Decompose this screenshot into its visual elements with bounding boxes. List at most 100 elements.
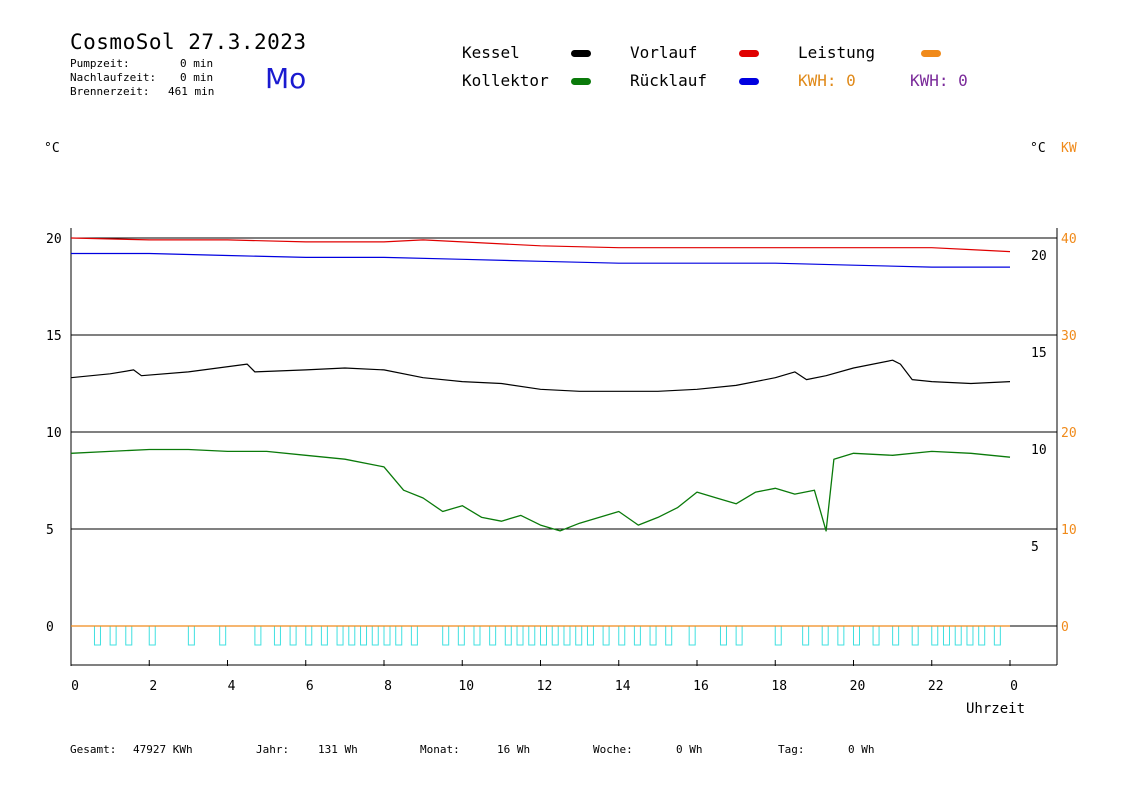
y-tick-left: 15 — [46, 329, 62, 344]
footer-jahr-label: Jahr: — [256, 743, 290, 756]
y-tick-right-kw: 0 — [1061, 620, 1069, 635]
stat-value-brennerzeit: 461 min — [168, 85, 215, 98]
weekday-label: Mo — [265, 62, 307, 95]
pump-pulse — [348, 626, 356, 646]
pump-pulse — [305, 626, 313, 646]
pump-pulse — [125, 626, 133, 646]
pump-pulse — [289, 626, 297, 646]
stat-value-nachlaufzeit: 0 min — [180, 71, 214, 84]
pump-pulse — [371, 626, 379, 646]
legend-kollektor-swatch — [571, 78, 591, 85]
legend-kessel-swatch — [571, 50, 591, 57]
legend-leistung-label: Leistung — [798, 43, 876, 62]
x-tick-label: 16 — [693, 679, 709, 694]
pump-pulse — [966, 626, 974, 646]
series-kessel-line — [70, 359, 1011, 392]
stat-label-pumpzeit: Pumpzeit: — [70, 57, 130, 70]
pump-pulse — [618, 626, 626, 646]
y-tick-left: 0 — [46, 620, 54, 635]
pump-pulse — [383, 626, 391, 646]
y-tick-right-celsius: 5 — [1031, 540, 1039, 555]
pump-pulse — [551, 626, 559, 646]
x-tick-label: 14 — [615, 679, 631, 694]
pump-pulse — [978, 626, 986, 646]
footer-gesamt-label: Gesamt: — [70, 743, 117, 756]
footer-tag-value: 0 Wh — [848, 743, 875, 756]
y-tick-right-kw: 30 — [1061, 329, 1077, 344]
footer-gesamt-value: 47927 KWh — [133, 743, 193, 756]
pump-pulse — [563, 626, 571, 646]
pump-pulse — [360, 626, 368, 646]
pump-pulse — [633, 626, 641, 646]
pump-pulse — [774, 626, 782, 646]
legend-kessel-label: Kessel — [462, 43, 520, 62]
legend-vorlauf-label: Vorlauf — [630, 43, 698, 62]
pump-pulse — [802, 626, 810, 646]
x-tick-label: 6 — [306, 679, 314, 694]
legend-kollektor-label: Kollektor — [462, 71, 549, 90]
legend-ruecklauf-label: Rücklauf — [630, 71, 708, 90]
legend-leistung-swatch — [921, 50, 941, 57]
legend-kwh-purple: KWH: 0 — [910, 71, 968, 90]
left-axis-unit: °C — [44, 141, 60, 156]
x-tick-label: 18 — [771, 679, 787, 694]
pump-pulse — [931, 626, 939, 646]
pump-pulse — [853, 626, 860, 646]
pump-pulse — [320, 626, 328, 646]
footer-monat-value: 16 Wh — [497, 743, 531, 756]
pump-pulse — [575, 626, 583, 646]
y-tick-right-kw: 40 — [1061, 232, 1077, 247]
pump-pulse — [504, 626, 512, 646]
pump-pulse — [93, 626, 101, 646]
y-tick-left: 5 — [46, 523, 54, 538]
x-axis-label: Uhrzeit — [966, 701, 1026, 717]
x-tick-label: 20 — [850, 679, 866, 694]
right-axis-unit-kw: KW — [1061, 141, 1077, 156]
pump-pulse — [254, 626, 262, 646]
pump-pulse — [942, 626, 950, 646]
pump-pulse — [540, 626, 547, 646]
pump-pulse — [872, 626, 880, 646]
pump-pulse — [911, 626, 919, 646]
legend-vorlauf-swatch — [739, 50, 759, 57]
footer-tag-label: Tag: — [778, 743, 805, 756]
pump-pulse — [892, 626, 900, 646]
footer-woche-value: 0 Wh — [676, 743, 703, 756]
stat-label-nachlaufzeit: Nachlaufzeit: — [70, 71, 157, 84]
y-tick-left: 10 — [46, 426, 62, 441]
x-tick-label: 0 — [71, 679, 79, 694]
y-tick-left: 20 — [46, 232, 62, 247]
stat-value-pumpzeit: 0 min — [180, 57, 214, 70]
series-kollektor-line — [70, 448, 1011, 532]
x-tick-label: 10 — [458, 679, 474, 694]
x-tick-label: 22 — [928, 679, 944, 694]
pump-pulse — [109, 626, 117, 646]
pump-pulse — [993, 626, 1001, 646]
pump-pulse — [489, 626, 497, 646]
legend-kwh-orange: KWH: 0 — [798, 71, 856, 90]
pump-pulse — [586, 626, 594, 646]
x-tick-label: 12 — [537, 679, 553, 694]
legend-ruecklauf-swatch — [739, 78, 759, 85]
x-tick-label: 8 — [384, 679, 392, 694]
pump-pulse — [649, 626, 657, 646]
pump-pulse — [273, 626, 281, 646]
y-tick-right-celsius: 20 — [1031, 249, 1047, 264]
pump-pulse — [148, 626, 156, 646]
pump-pulse — [688, 626, 696, 646]
pump-pulse — [528, 626, 536, 646]
pump-pulse — [219, 626, 227, 646]
y-tick-right-kw: 10 — [1061, 523, 1077, 538]
footer-monat-label: Monat: — [420, 743, 460, 756]
footer-jahr-value: 131 Wh — [318, 743, 358, 756]
right-axis-unit-celsius: °C — [1030, 141, 1046, 156]
pump-pulse — [837, 626, 845, 646]
pump-pulse — [735, 626, 743, 646]
pump-pulse — [395, 626, 403, 646]
x-tick-label: 2 — [149, 679, 157, 694]
pump-pulse — [516, 626, 524, 646]
pump-pulse — [719, 626, 727, 646]
pump-pulse — [602, 626, 610, 646]
x-tick-label: 4 — [228, 679, 236, 694]
